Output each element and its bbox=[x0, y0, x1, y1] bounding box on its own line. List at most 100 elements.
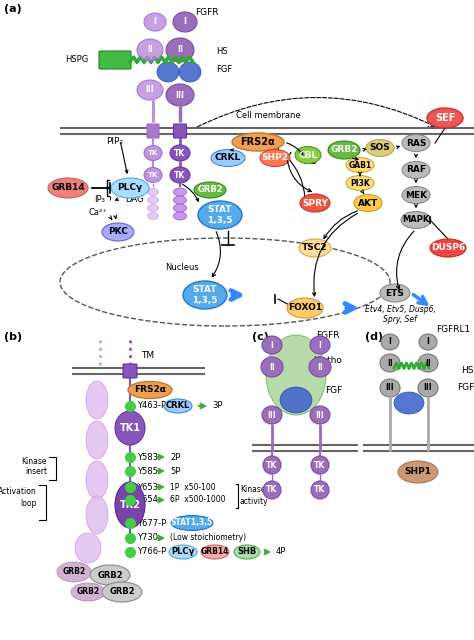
Ellipse shape bbox=[401, 211, 431, 228]
Text: GRB2: GRB2 bbox=[97, 570, 123, 579]
Text: STAT
1,3,5: STAT 1,3,5 bbox=[192, 285, 218, 305]
Ellipse shape bbox=[115, 411, 145, 445]
Ellipse shape bbox=[144, 13, 166, 31]
Text: I: I bbox=[319, 340, 321, 349]
Text: Nucleus: Nucleus bbox=[165, 264, 199, 273]
Ellipse shape bbox=[263, 481, 281, 499]
Ellipse shape bbox=[111, 178, 149, 198]
Ellipse shape bbox=[102, 582, 142, 602]
Text: loop: loop bbox=[21, 499, 37, 508]
Ellipse shape bbox=[309, 357, 331, 377]
Text: II: II bbox=[387, 358, 393, 367]
Text: STAT1,3,5: STAT1,3,5 bbox=[171, 518, 213, 527]
FancyBboxPatch shape bbox=[123, 364, 137, 378]
Ellipse shape bbox=[183, 281, 227, 309]
Ellipse shape bbox=[380, 379, 400, 397]
Ellipse shape bbox=[280, 387, 312, 413]
Text: II: II bbox=[177, 45, 183, 54]
Text: III: III bbox=[268, 410, 276, 419]
Ellipse shape bbox=[266, 335, 326, 415]
Ellipse shape bbox=[311, 481, 329, 499]
Text: FGFRL1: FGFRL1 bbox=[436, 325, 470, 334]
Text: III: III bbox=[146, 86, 155, 95]
Text: (b): (b) bbox=[4, 332, 22, 342]
Text: STAT
1,3,5: STAT 1,3,5 bbox=[207, 205, 233, 225]
Text: FGFR: FGFR bbox=[317, 331, 340, 340]
Ellipse shape bbox=[170, 145, 190, 161]
Text: TK: TK bbox=[148, 172, 158, 178]
Ellipse shape bbox=[173, 196, 186, 204]
Ellipse shape bbox=[171, 515, 213, 531]
Ellipse shape bbox=[102, 223, 134, 241]
Text: RAS: RAS bbox=[406, 138, 426, 147]
Ellipse shape bbox=[128, 381, 172, 399]
Ellipse shape bbox=[147, 205, 158, 211]
Ellipse shape bbox=[144, 145, 162, 161]
Ellipse shape bbox=[310, 406, 330, 424]
Ellipse shape bbox=[380, 284, 410, 302]
Ellipse shape bbox=[346, 175, 374, 191]
Text: I: I bbox=[427, 337, 429, 346]
Text: TK: TK bbox=[148, 150, 158, 156]
Ellipse shape bbox=[430, 239, 466, 257]
Text: SHB: SHB bbox=[237, 547, 256, 557]
Text: GAB1: GAB1 bbox=[348, 161, 372, 170]
Text: GRB14: GRB14 bbox=[201, 547, 229, 557]
Text: Y463-P: Y463-P bbox=[137, 401, 166, 410]
Text: GRB2: GRB2 bbox=[109, 588, 135, 596]
Ellipse shape bbox=[418, 379, 438, 397]
Ellipse shape bbox=[402, 134, 430, 152]
Ellipse shape bbox=[173, 212, 186, 220]
Text: insert: insert bbox=[25, 467, 47, 477]
Text: Y583: Y583 bbox=[137, 452, 158, 461]
Text: Ca²⁺: Ca²⁺ bbox=[89, 208, 108, 217]
Text: Y653: Y653 bbox=[137, 483, 158, 492]
Ellipse shape bbox=[169, 545, 197, 559]
FancyBboxPatch shape bbox=[99, 51, 131, 69]
Ellipse shape bbox=[328, 141, 360, 159]
Text: FGF: FGF bbox=[216, 65, 232, 74]
Ellipse shape bbox=[198, 201, 242, 229]
Text: PLCγ: PLCγ bbox=[118, 184, 143, 193]
Text: III: III bbox=[175, 90, 184, 99]
Text: TSC2: TSC2 bbox=[302, 243, 328, 253]
Text: 6P  x500-1000: 6P x500-1000 bbox=[170, 495, 226, 504]
Text: MEK: MEK bbox=[405, 191, 427, 200]
Text: TK2: TK2 bbox=[119, 500, 140, 510]
Ellipse shape bbox=[147, 196, 158, 204]
Text: 5P: 5P bbox=[170, 467, 181, 476]
Text: Y730: Y730 bbox=[137, 534, 158, 543]
Text: GRB2: GRB2 bbox=[63, 568, 86, 577]
Text: SOS: SOS bbox=[370, 143, 391, 152]
Ellipse shape bbox=[179, 62, 201, 82]
Text: HS: HS bbox=[216, 47, 228, 56]
Text: (Low stoichiometry): (Low stoichiometry) bbox=[170, 534, 246, 543]
Text: activity: activity bbox=[240, 497, 269, 506]
Text: PI3K: PI3K bbox=[350, 179, 370, 188]
Text: Y585: Y585 bbox=[137, 467, 158, 476]
Ellipse shape bbox=[86, 381, 108, 419]
Ellipse shape bbox=[201, 545, 229, 559]
Text: FGF: FGF bbox=[457, 383, 474, 392]
Text: Spry, Sef: Spry, Sef bbox=[383, 315, 417, 324]
Text: PIP₂: PIP₂ bbox=[107, 137, 124, 146]
Ellipse shape bbox=[262, 336, 282, 354]
Text: MAPK: MAPK bbox=[402, 216, 429, 225]
Ellipse shape bbox=[164, 399, 192, 413]
Ellipse shape bbox=[115, 482, 145, 528]
Text: I: I bbox=[271, 340, 273, 349]
Text: (d): (d) bbox=[365, 332, 383, 342]
Ellipse shape bbox=[48, 178, 88, 198]
Ellipse shape bbox=[137, 39, 163, 61]
Text: Etv4, Etv5, Dusp6,: Etv4, Etv5, Dusp6, bbox=[365, 305, 436, 314]
Text: FOXO1: FOXO1 bbox=[288, 303, 322, 312]
Text: FRS2α: FRS2α bbox=[241, 137, 275, 147]
Ellipse shape bbox=[381, 334, 399, 350]
Text: III: III bbox=[424, 383, 432, 392]
Ellipse shape bbox=[346, 157, 374, 173]
Ellipse shape bbox=[166, 84, 194, 106]
Text: SHP1: SHP1 bbox=[404, 467, 431, 477]
Ellipse shape bbox=[144, 168, 162, 182]
Text: GRB14: GRB14 bbox=[51, 184, 85, 193]
Text: Kinase: Kinase bbox=[21, 458, 47, 467]
